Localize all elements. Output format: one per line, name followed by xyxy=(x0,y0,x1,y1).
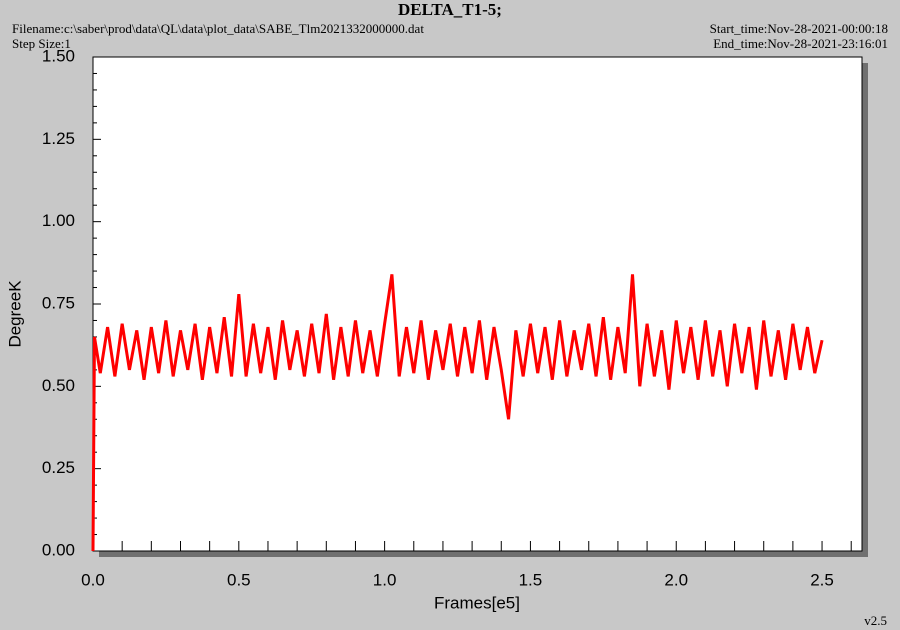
x-tick-label: 1.0 xyxy=(373,570,397,589)
end-time: End_time:Nov-28-2021-23:16:01 xyxy=(713,36,888,51)
y-axis-title: DegreeK xyxy=(5,280,24,348)
step-size: Step Size:1 xyxy=(12,36,71,51)
y-tick-label: 1.00 xyxy=(42,211,75,230)
plot-area xyxy=(92,56,863,552)
y-tick-label: 0.75 xyxy=(42,293,75,312)
chart-title: DELTA_T1-5; xyxy=(398,0,502,19)
y-tick-label: 0.50 xyxy=(42,376,75,395)
x-tick-label: 0.5 xyxy=(227,570,251,589)
x-tick-label: 1.5 xyxy=(519,570,543,589)
y-tick-label: 1.25 xyxy=(42,129,75,148)
x-axis-title: Frames[e5] xyxy=(434,593,520,612)
y-tick-label: 1.50 xyxy=(42,46,75,65)
version: v2.5 xyxy=(864,613,887,628)
y-tick-label: 0.00 xyxy=(42,540,75,559)
x-tick-label: 0.0 xyxy=(81,570,105,589)
start-time: Start_time:Nov-28-2021-00:00:18 xyxy=(710,21,888,36)
x-tick-label: 2.0 xyxy=(664,570,688,589)
x-tick-label: 2.5 xyxy=(810,570,834,589)
y-tick-label: 0.25 xyxy=(42,458,75,477)
data-line xyxy=(91,274,824,552)
filename: Filename:c:\saber\prod\data\QL\data\plot… xyxy=(12,21,424,36)
